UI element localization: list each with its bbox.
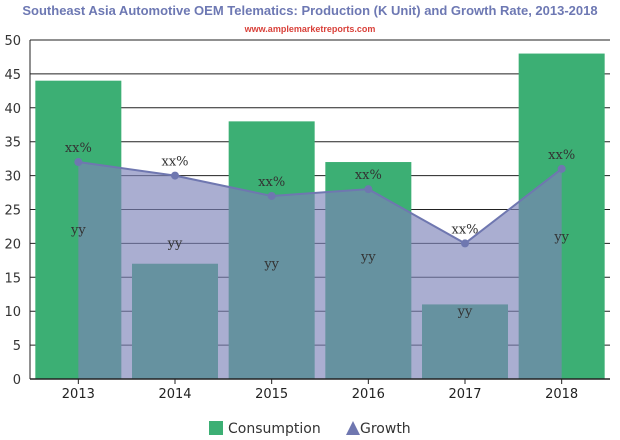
bar-data-label: yy (553, 230, 569, 245)
growth-point-2014[interactable] (171, 171, 179, 180)
area-series (74, 158, 566, 379)
growth-point-2018[interactable] (557, 164, 566, 173)
y-tick-label: 45 (4, 68, 21, 83)
legend-item-growth[interactable]: Growth (346, 421, 411, 437)
y-tick-label: 0 (13, 373, 21, 388)
x-tick-label: 2016 (352, 387, 385, 402)
growth-point-2015[interactable] (267, 191, 276, 200)
legend: Consumption Growth (209, 421, 411, 437)
growth-data-label: xx% (451, 222, 478, 237)
growth-data-label: xx% (258, 175, 285, 190)
growth-point-2017[interactable] (461, 239, 469, 248)
x-tick-label: 2018 (545, 387, 578, 402)
y-tick-label: 35 (4, 136, 21, 151)
y-tick-label: 30 (4, 170, 21, 185)
bar-data-label: yy (167, 237, 183, 252)
data-labels: xx% xx% xx% xx% xx% xx% yy yy yy yy yy yy (65, 141, 575, 319)
legend-label-growth: Growth (360, 421, 411, 437)
bar-data-label: yy (360, 250, 376, 265)
bar-data-label: yy (263, 257, 279, 272)
chart-title: Southeast Asia Automotive OEM Telematics… (22, 3, 597, 18)
growth-data-label: xx% (65, 141, 92, 156)
legend-label-consumption: Consumption (228, 421, 321, 437)
y-tick-label: 50 (4, 34, 21, 49)
growth-data-label: xx% (548, 148, 575, 163)
growth-area (78, 162, 562, 379)
axes: 0 5 10 15 20 25 30 35 40 45 50 2013 2014 2015 2016 2017… (4, 34, 610, 402)
growth-point-2016[interactable] (364, 185, 373, 194)
chart-subtitle: www.amplemarketreports.com (244, 24, 376, 34)
bar-data-label: yy (70, 223, 86, 238)
y-tick-label: 40 (4, 102, 21, 117)
legend-swatch-growth (346, 421, 360, 435)
y-tick-label: 20 (4, 237, 21, 252)
bar-data-label: yy (457, 304, 473, 319)
x-tick-label: 2013 (62, 387, 95, 402)
growth-point-2013[interactable] (74, 158, 83, 167)
growth-data-label: xx% (355, 168, 382, 183)
x-tick-label: 2015 (255, 387, 288, 402)
growth-line (78, 161, 563, 245)
y-tick-label: 10 (4, 305, 21, 320)
x-tick-label: 2017 (448, 387, 481, 402)
y-tick-label: 25 (4, 204, 21, 219)
growth-data-label: xx% (161, 155, 188, 170)
legend-item-consumption[interactable]: Consumption (209, 421, 321, 437)
y-tick-label: 5 (13, 339, 21, 354)
y-tick-label: 15 (4, 271, 21, 286)
x-tick-label: 2014 (158, 387, 191, 402)
legend-swatch-consumption (209, 421, 223, 435)
